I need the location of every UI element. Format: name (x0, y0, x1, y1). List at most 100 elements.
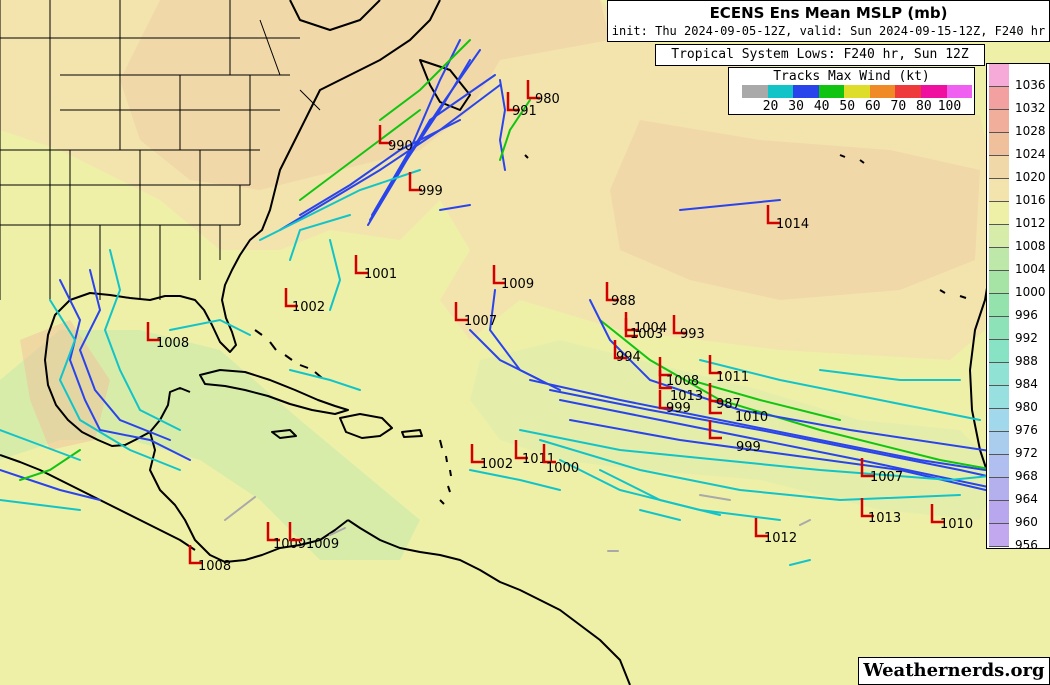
wind-legend-tick: 100 (937, 99, 962, 114)
low-symbol-icon (542, 444, 556, 464)
low-symbol-icon (408, 172, 422, 192)
low-pressure-label: 1001 (364, 267, 397, 282)
mslp-colorbar-swatch (989, 317, 1009, 340)
mslp-colorbar-swatch (989, 87, 1009, 110)
storm-track-line (329, 527, 346, 536)
low-pressure-label: 980 (535, 92, 560, 107)
low-pressure-label: 993 (680, 327, 705, 342)
mslp-colorbar-label: 1012 (1015, 216, 1046, 230)
storm-track-line (289, 214, 351, 261)
mslp-colorbar-label: 988 (1015, 354, 1038, 368)
low-symbol-icon (378, 125, 392, 145)
wind-legend-ticks: 20 30 40 50 60 70 80 100 (729, 99, 976, 115)
low-symbol-icon (470, 444, 484, 464)
low-pressure-label: 1013 (868, 511, 901, 526)
storm-track-line (469, 329, 541, 381)
mslp-colorbar-swatch (989, 386, 1009, 409)
mslp-colorbar-label: 968 (1015, 469, 1038, 483)
mslp-colorbar-swatch (989, 455, 1009, 478)
low-pressure-label: 1008 (156, 336, 189, 351)
mslp-colorbar-swatch (989, 179, 1009, 202)
low-pressure-label: 1010 (940, 517, 973, 532)
low-symbol-icon (288, 522, 302, 542)
state-borders (0, 0, 321, 300)
low-marker: 1000 (542, 444, 579, 476)
storm-track-line (299, 109, 421, 201)
low-pressure-label: 988 (611, 294, 636, 309)
low-pressure-label: 1014 (776, 217, 809, 232)
low-marker: 990 (378, 125, 413, 154)
mslp-1020-region-east (610, 120, 980, 300)
low-pressure-label: 1011 (716, 370, 749, 385)
low-pressure-label: 1012 (764, 531, 797, 546)
mslp-colorbar-swatch (989, 294, 1009, 317)
mslp-colorbar-label: 980 (1015, 400, 1038, 414)
storm-track-line (0, 469, 101, 501)
low-marker: 1014 (766, 205, 809, 232)
low-marker: 1001 (354, 255, 397, 282)
low-marker: 1013 (860, 498, 901, 526)
mslp-colorbar-label: 1032 (1015, 101, 1046, 115)
mslp-colorbar-label: 1008 (1015, 239, 1046, 253)
low-symbol-icon (708, 420, 722, 440)
low-symbol-icon (526, 80, 540, 100)
mslp-colorbar-label: 976 (1015, 423, 1038, 437)
storm-track-line (439, 204, 471, 211)
storm-track-line (379, 39, 471, 121)
low-marker: 999 (658, 390, 691, 416)
mslp-colorbar-label: 1020 (1015, 170, 1046, 184)
low-symbol-icon (605, 282, 619, 302)
low-symbol-icon (506, 92, 520, 112)
mslp-colorbar-swatch (989, 340, 1009, 363)
low-marker: 988 (605, 282, 636, 309)
wind-legend-swatch (844, 85, 870, 98)
storm-track-line (699, 359, 981, 421)
storm-track-line (279, 84, 501, 231)
storm-tracks (0, 39, 1050, 566)
low-symbol-icon (860, 498, 874, 518)
low-pressure-label: 999 (666, 401, 691, 416)
mslp-colorbar-label: 1028 (1015, 124, 1046, 138)
mslp-colorbar-swatch (989, 202, 1009, 225)
storm-track-line (539, 439, 961, 502)
storm-track-line (289, 369, 361, 391)
mslp-colorbar-label: 984 (1015, 377, 1038, 391)
mslp-colorbar-label: 964 (1015, 492, 1038, 506)
low-pressure-label: 1013 (670, 389, 703, 404)
storm-track-line (549, 389, 1050, 491)
low-symbol-icon (188, 545, 202, 565)
low-pressure-label: 1007 (464, 314, 497, 329)
storm-track-line (59, 279, 191, 461)
storm-track-line (299, 119, 461, 216)
wind-legend-swatch (767, 85, 794, 98)
mslp-colorbar-swatch (989, 501, 1009, 524)
wind-legend-tick: 80 (916, 99, 932, 114)
storm-track-line (699, 494, 731, 501)
low-pressure-label: 987 (716, 397, 741, 412)
storm-track-line (639, 509, 681, 521)
mslp-1020-region (120, 0, 610, 190)
title-panel: ECENS Ens Mean MSLP (mb) init: Thu 2024-… (607, 0, 1050, 42)
low-pressure-label: 1007 (870, 470, 903, 485)
wind-legend-colorbar (742, 85, 973, 98)
low-symbol-icon (284, 288, 298, 308)
storm-track-line (689, 379, 841, 421)
mslp-colorbar-swatch (989, 478, 1009, 501)
credit-label: Weathernerds.org (858, 657, 1050, 685)
low-marker: 1013 (658, 370, 703, 404)
mslp-colorbar-swatch (989, 133, 1009, 156)
low-pressure-label: 1009 (306, 537, 339, 552)
low-symbol-icon (613, 340, 627, 360)
low-marker: 1009 (492, 265, 534, 292)
low-marker: 999 (408, 172, 443, 199)
storm-track-line (0, 429, 81, 461)
mslp-colorbar-label: 972 (1015, 446, 1038, 460)
storm-track-line (0, 499, 81, 511)
wind-legend-swatch (869, 85, 896, 98)
low-pressure-label: 1008 (666, 374, 699, 389)
storm-track-line (599, 469, 721, 516)
mslp-colorbar-swatches (989, 64, 1009, 547)
storm-track-line (499, 99, 531, 161)
storm-track-line (589, 299, 1050, 461)
mslp-colorbar-label: 1004 (1015, 262, 1046, 276)
